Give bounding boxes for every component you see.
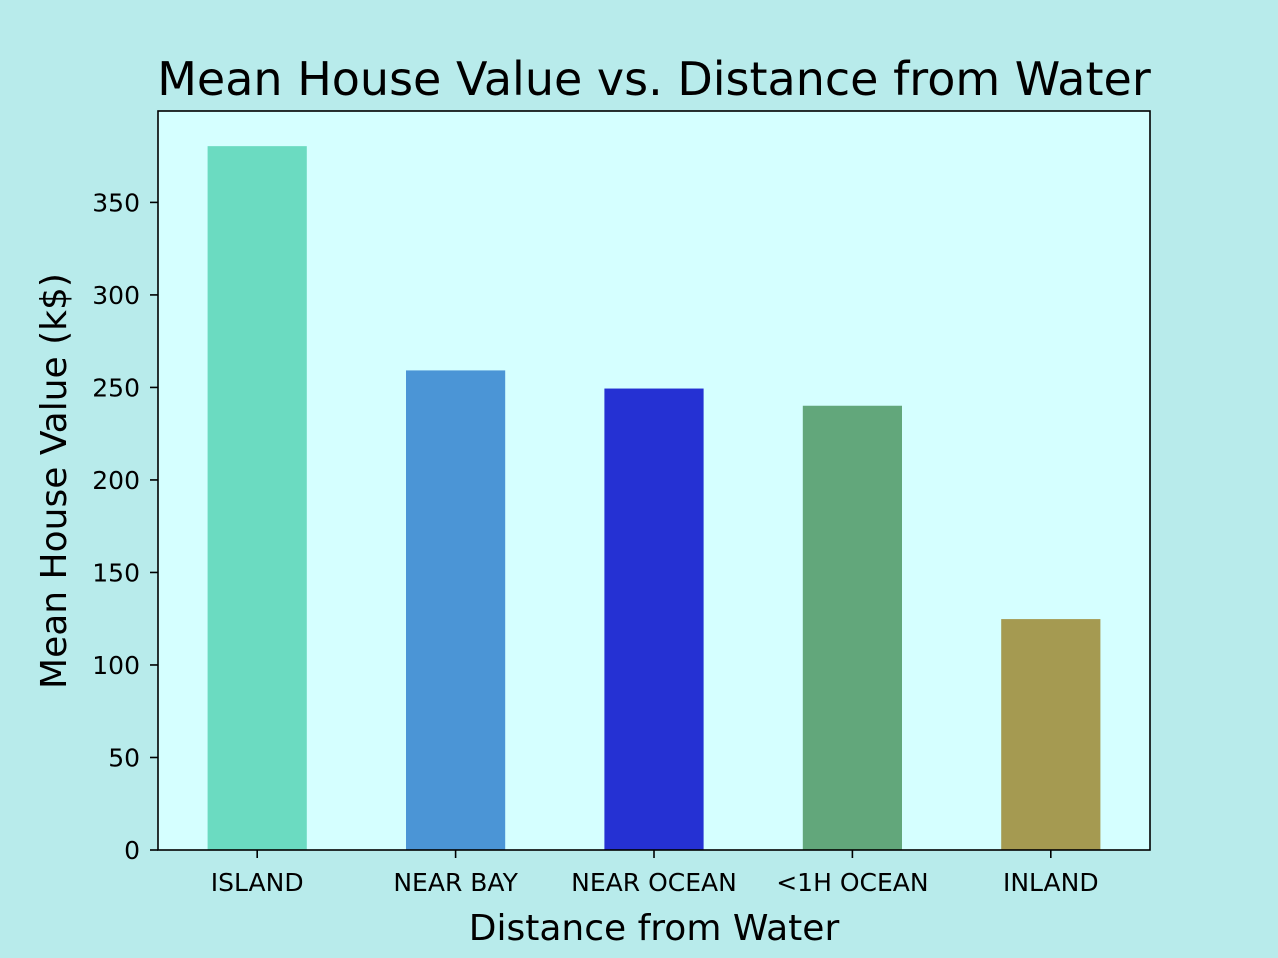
y-tick-label: 50 [108, 743, 140, 772]
x-tick-label: NEAR BAY [393, 868, 518, 897]
chart-title: Mean House Value vs. Distance from Water [157, 52, 1151, 106]
y-tick-label: 150 [92, 558, 140, 587]
x-axis-label: Distance from Water [469, 908, 840, 949]
y-tick-label: 0 [124, 836, 140, 865]
y-tick-label: 300 [92, 281, 140, 310]
x-axis-ticks: ISLAND NEAR BAY NEAR OCEAN <1H OCEAN INLAND [211, 850, 1099, 897]
bar-near-bay [406, 370, 506, 850]
x-tick-label: <1H OCEAN [776, 868, 928, 897]
y-axis-ticks: 0 50 100 150 200 250 300 350 [92, 188, 158, 865]
bar-1h-ocean [802, 405, 902, 850]
plot-frame [157, 110, 1151, 851]
y-axis-label: Mean House Value (k$) [34, 273, 75, 689]
x-tick-label: INLAND [1003, 868, 1099, 897]
x-tick-label: NEAR OCEAN [571, 868, 737, 897]
y-tick-label: 100 [92, 651, 140, 680]
bar-inland [1001, 619, 1101, 850]
bars [207, 146, 1101, 851]
bar-island [207, 146, 307, 851]
bar-near-ocean [604, 388, 704, 850]
y-tick-label: 200 [92, 466, 140, 495]
y-tick-label: 350 [92, 188, 140, 217]
y-tick-label: 250 [92, 373, 140, 402]
x-tick-label: ISLAND [211, 868, 304, 897]
